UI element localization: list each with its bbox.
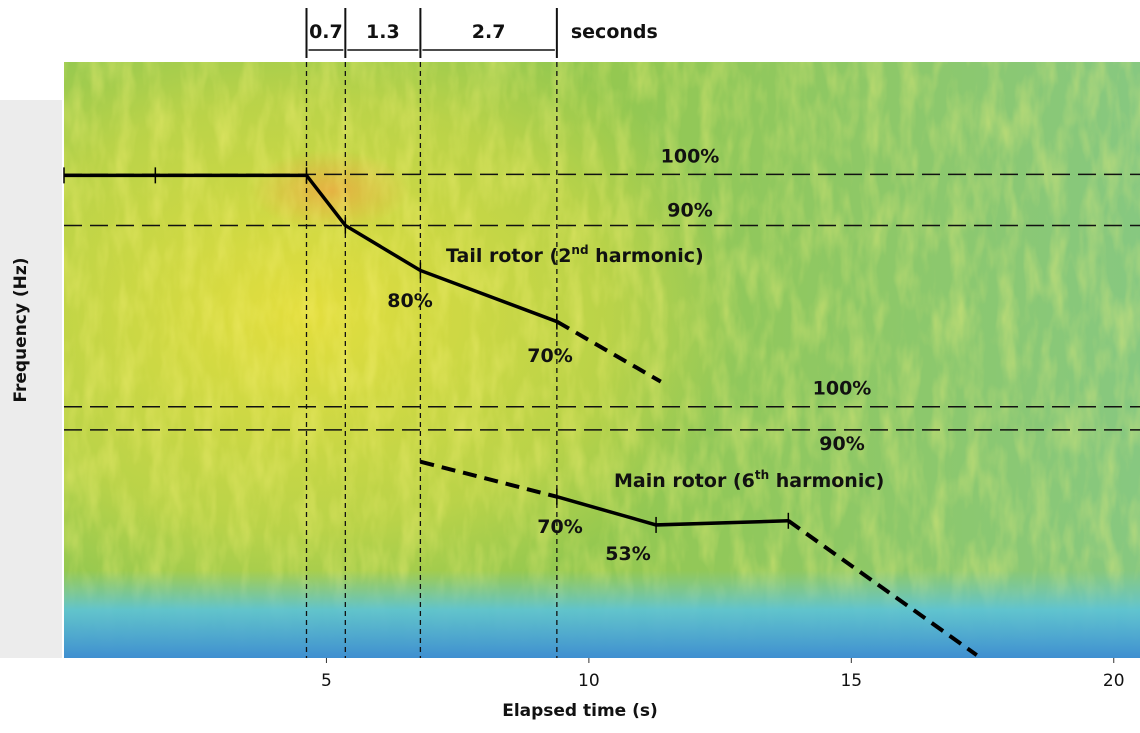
interval-unit: seconds (571, 21, 658, 43)
curve-label: Main rotor (6th harmonic) (614, 468, 884, 492)
x-tick-label: 5 (321, 671, 332, 691)
curve-label-part: harmonic) (589, 245, 704, 267)
x-tick-label: 10 (578, 671, 600, 691)
interval-label: 0.7 (309, 21, 343, 43)
point-label: 70% (527, 345, 572, 367)
axis-strip (0, 100, 62, 658)
curve-label: Tail rotor (2nd harmonic) (446, 243, 704, 267)
point-label: 80% (387, 290, 432, 312)
trace (555, 319, 662, 384)
reference-label: 100% (813, 378, 872, 400)
reference-label: 90% (667, 199, 712, 221)
spectrogram-image (64, 62, 1140, 658)
interval-label: 1.3 (366, 21, 400, 43)
y-axis-title: Frequency (Hz) (11, 257, 31, 402)
reference-label: 100% (661, 145, 720, 167)
x-tick-label: 20 (1103, 671, 1125, 691)
interval-label: 2.7 (472, 21, 506, 43)
curve-label-part: nd (571, 243, 588, 257)
point-label: 53% (605, 543, 650, 565)
x-axis-title: Elapsed time (s) (502, 701, 658, 721)
reference-label: 90% (819, 433, 864, 455)
trace (419, 459, 558, 499)
x-tick-label: 15 (840, 671, 862, 691)
curve-label-part: harmonic) (769, 470, 884, 492)
point-label: 70% (537, 516, 582, 538)
trace (787, 519, 978, 657)
curve-label-part: th (755, 468, 769, 482)
curve-label-part: Main rotor (6 (614, 470, 755, 492)
trace (64, 173, 558, 324)
curve-label-part: Tail rotor (2 (446, 245, 571, 267)
